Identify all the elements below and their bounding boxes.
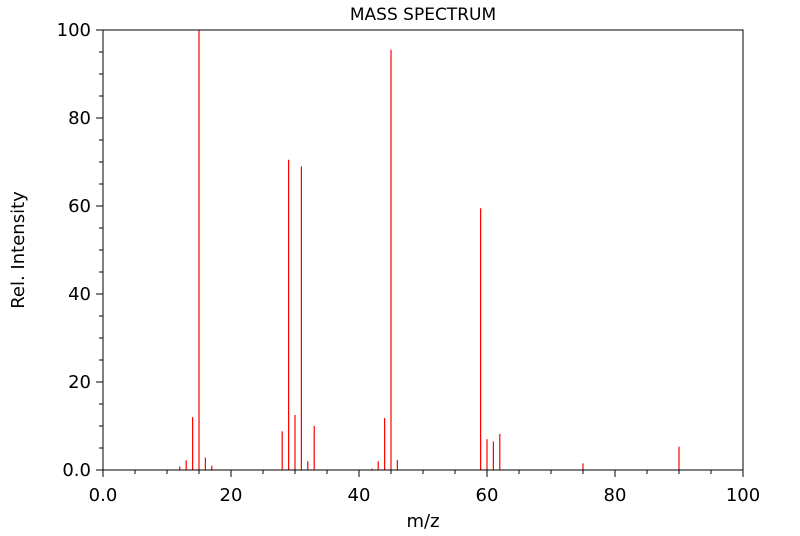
x-axis-label: m/z	[406, 511, 439, 532]
x-tick-label: 0.0	[89, 485, 118, 506]
y-tick-label: 40	[68, 284, 91, 305]
y-tick-label: 0.0	[62, 460, 91, 481]
plot-frame	[102, 29, 744, 471]
x-tick-label: 40	[348, 485, 371, 506]
y-axis-ticks: 0.0 20 40 60 80 100	[57, 20, 103, 481]
x-tick-label: 80	[604, 485, 627, 506]
x-tick-label: 60	[476, 485, 499, 506]
y-tick-label: 60	[68, 196, 91, 217]
x-tick-label: 20	[220, 485, 243, 506]
x-tick-label: 100	[726, 485, 760, 506]
y-axis-label: Rel. Intensity	[8, 191, 29, 309]
y-tick-label: 80	[68, 108, 91, 129]
x-axis-ticks: 0.0 20 40 60 80 100	[89, 470, 760, 506]
y-tick-label: 100	[57, 20, 91, 41]
chart-title: MASS SPECTRUM	[350, 5, 496, 25]
y-tick-label: 20	[68, 372, 91, 393]
spectrum-peaks	[179, 30, 680, 470]
